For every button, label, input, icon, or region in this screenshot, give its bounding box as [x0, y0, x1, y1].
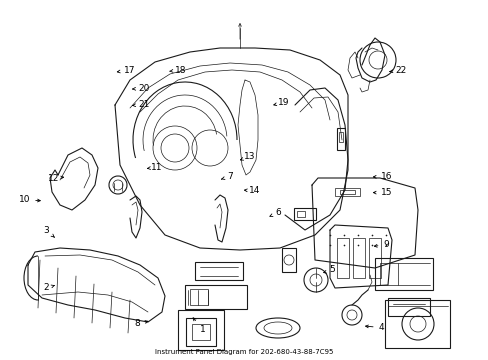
Text: 1: 1 — [193, 318, 205, 334]
Text: 19: 19 — [273, 98, 289, 107]
Text: 9: 9 — [374, 240, 388, 249]
Bar — [192, 324, 209, 340]
Bar — [368, 238, 380, 278]
Text: 21: 21 — [132, 100, 150, 109]
Text: 3: 3 — [43, 226, 54, 237]
Text: 12: 12 — [48, 174, 63, 183]
Bar — [190, 289, 207, 305]
Text: 17: 17 — [117, 66, 135, 75]
Text: 2: 2 — [43, 284, 55, 292]
Text: 7: 7 — [221, 172, 232, 181]
Bar — [282, 248, 295, 272]
Bar — [384, 300, 449, 348]
Bar — [336, 238, 348, 278]
Bar — [293, 208, 315, 220]
Bar — [339, 190, 354, 194]
Text: 4: 4 — [365, 323, 384, 332]
Text: Instrument Panel Diagram for 202-680-43-88-7C95: Instrument Panel Diagram for 202-680-43-… — [155, 349, 333, 355]
Text: 11: 11 — [147, 163, 162, 172]
Bar — [195, 262, 243, 280]
Bar — [374, 258, 432, 290]
Text: 14: 14 — [244, 186, 260, 195]
Text: 6: 6 — [269, 208, 281, 217]
Text: 5: 5 — [323, 266, 335, 274]
Text: 8: 8 — [134, 320, 148, 328]
Bar — [185, 318, 216, 346]
Text: 18: 18 — [169, 66, 186, 75]
Bar — [296, 211, 305, 217]
Text: 13: 13 — [240, 152, 255, 161]
Bar — [338, 132, 342, 142]
Bar — [336, 128, 345, 150]
Bar — [352, 238, 364, 278]
Text: 16: 16 — [373, 172, 391, 181]
Text: 15: 15 — [373, 188, 391, 197]
Bar — [334, 188, 359, 196]
Text: 20: 20 — [132, 84, 150, 93]
Bar — [184, 285, 246, 309]
Bar — [387, 298, 429, 316]
Bar — [178, 310, 224, 350]
Text: 10: 10 — [19, 195, 40, 204]
Bar — [379, 263, 397, 285]
Text: 22: 22 — [389, 66, 406, 75]
